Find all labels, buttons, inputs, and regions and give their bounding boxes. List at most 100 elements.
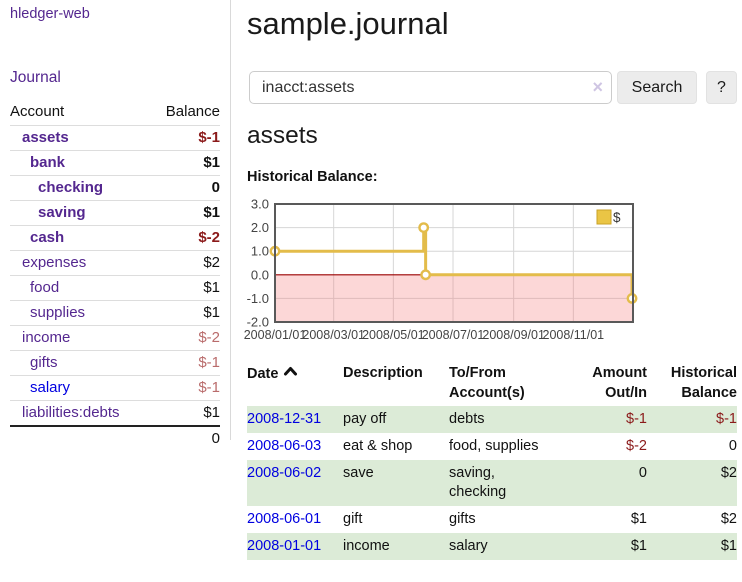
account-row: liabilities:debts $1 — [10, 400, 220, 426]
transaction-accounts: salary — [449, 533, 568, 560]
accounts-table: Account Balance assets $-1 bank $1 checking 0… — [10, 100, 220, 451]
register-header-amount: Amount Out/In — [592, 365, 647, 401]
account-row: bank $1 — [10, 150, 220, 176]
transaction-balance: $2 — [720, 511, 737, 527]
register-header-tofrom: To/From Account(s) — [449, 365, 525, 401]
register-row: 2008-01-01 income salary $1 $1 — [247, 533, 737, 560]
account-balance: $1 — [150, 300, 220, 326]
historical-balance-chart: $3.0 2.0 1.0 0.0 -1.0 -2.02008/01/012008/03/0… — [244, 199, 638, 342]
transaction-amount: $1 — [568, 533, 647, 560]
transaction-date-link[interactable]: 2008-06-03 — [247, 438, 322, 454]
account-link[interactable]: bank — [30, 154, 66, 171]
account-balance: 0 — [150, 175, 220, 201]
account-row: supplies $1 — [10, 300, 220, 326]
svg-text:1.0: 1.0 — [251, 244, 269, 259]
accounts-total-value: 0 — [150, 425, 220, 451]
transaction-date-link[interactable]: 2008-01-01 — [247, 538, 322, 554]
svg-text:-2.0: -2.0 — [247, 315, 269, 330]
register-header-description: Description — [343, 365, 423, 381]
transaction-description: pay off — [343, 406, 449, 433]
svg-text:0.0: 0.0 — [251, 267, 269, 282]
account-balance: $1 — [150, 275, 220, 301]
register-row: 2008-06-01 gift gifts $1 $2 — [247, 506, 737, 533]
svg-text:2008/09/01: 2008/09/01 — [482, 328, 545, 342]
register-header-balance: Historical Balance — [670, 365, 737, 401]
account-row: assets $-1 — [10, 125, 220, 151]
sidebar: hledger-web Journal Account Balance asse… — [0, 0, 231, 451]
svg-text:2008/05/01: 2008/05/01 — [362, 328, 425, 342]
transaction-date-link[interactable]: 2008-12-31 — [247, 411, 322, 427]
svg-text:$: $ — [613, 210, 621, 225]
svg-text:2008/03/01: 2008/03/01 — [302, 328, 365, 342]
account-balance: $1 — [150, 150, 220, 176]
transaction-balance: 0 — [728, 438, 737, 454]
register-table-body: 2008-12-31 pay off debts $-1 $-1 2008-06-03 ea… — [247, 406, 737, 560]
transaction-amount: $-2 — [626, 438, 647, 454]
account-link[interactable]: food — [30, 279, 60, 296]
register-table: Date Description To/From Account(s) Amou… — [247, 361, 737, 560]
transaction-amount: $1 — [630, 511, 647, 527]
transaction-date-link[interactable]: 2008-06-02 — [247, 465, 322, 481]
svg-text:-1.0: -1.0 — [247, 291, 269, 306]
transaction-amount: $-1 — [568, 406, 647, 433]
search-input[interactable] — [249, 71, 612, 104]
accounts-header-account: Account — [10, 103, 65, 120]
account-link[interactable]: liabilities:debts — [22, 404, 120, 421]
svg-text:3.0: 3.0 — [251, 199, 269, 212]
account-balance: $-1 — [150, 350, 220, 376]
transaction-accounts: debts — [449, 406, 568, 433]
account-row: saving $1 — [10, 200, 220, 226]
account-row: expenses $2 — [10, 250, 220, 276]
transaction-accounts: saving, checking — [449, 460, 568, 506]
account-link[interactable]: assets — [22, 129, 69, 146]
sort-ascending-icon — [283, 363, 298, 383]
brand-link[interactable]: hledger-web — [10, 6, 90, 22]
transaction-date-link[interactable]: 2008-06-01 — [247, 511, 322, 527]
account-row: salary $-1 — [10, 375, 220, 401]
account-link[interactable]: income — [22, 329, 71, 346]
account-link[interactable]: saving — [38, 204, 86, 221]
account-balance: $-2 — [150, 225, 220, 251]
transaction-balance: $2 — [647, 460, 737, 506]
accounts-total-row: 0 — [10, 425, 220, 451]
search-button[interactable]: Search — [617, 71, 697, 104]
account-row: income $-2 — [10, 325, 220, 351]
account-balance: $2 — [150, 250, 220, 276]
account-balance: $-2 — [150, 325, 220, 351]
account-heading: assets — [247, 122, 318, 149]
account-balance: $1 — [150, 200, 220, 226]
account-link[interactable]: cash — [30, 229, 65, 246]
transaction-description: income — [343, 533, 449, 560]
account-row: cash $-2 — [10, 225, 220, 251]
accounts-table-body: assets $-1 bank $1 checking 0 saving $1 cash $-2 e… — [10, 125, 220, 426]
svg-text:2008/07/01: 2008/07/01 — [422, 328, 485, 342]
register-row: 2008-06-03 eat & shop food, supplies $-2 0 — [247, 433, 737, 460]
register-header-date[interactable]: Date — [247, 361, 343, 406]
transaction-accounts: food, supplies — [449, 438, 539, 454]
account-row: gifts $-1 — [10, 350, 220, 376]
account-balance: $-1 — [150, 125, 220, 151]
clear-search-icon[interactable]: × — [592, 77, 603, 97]
chart-title: Historical Balance: — [247, 169, 378, 185]
account-link[interactable]: salary — [30, 379, 71, 396]
accounts-header-balance: Balance — [165, 103, 220, 120]
transaction-balance: $1 — [647, 533, 737, 560]
transaction-accounts: gifts — [449, 511, 476, 527]
search-form: × — [249, 71, 612, 104]
sidebar-item-journal[interactable]: Journal — [10, 69, 61, 86]
account-link[interactable]: supplies — [30, 304, 86, 321]
register-row: 2008-06-02 save saving, checking 0 $2 — [247, 460, 737, 506]
account-link[interactable]: checking — [38, 179, 104, 196]
account-row: checking 0 — [10, 175, 220, 201]
transaction-description: save — [343, 460, 449, 506]
help-button[interactable]: ? — [706, 71, 737, 104]
svg-text:2.0: 2.0 — [251, 220, 269, 235]
transaction-balance: $-1 — [647, 406, 737, 433]
account-link[interactable]: gifts — [30, 354, 58, 371]
accounts-total-spacer — [10, 425, 151, 451]
transaction-amount: 0 — [568, 460, 647, 506]
svg-text:2008/01/01: 2008/01/01 — [244, 328, 307, 342]
transaction-description: eat & shop — [343, 438, 413, 454]
account-link[interactable]: expenses — [22, 254, 87, 271]
